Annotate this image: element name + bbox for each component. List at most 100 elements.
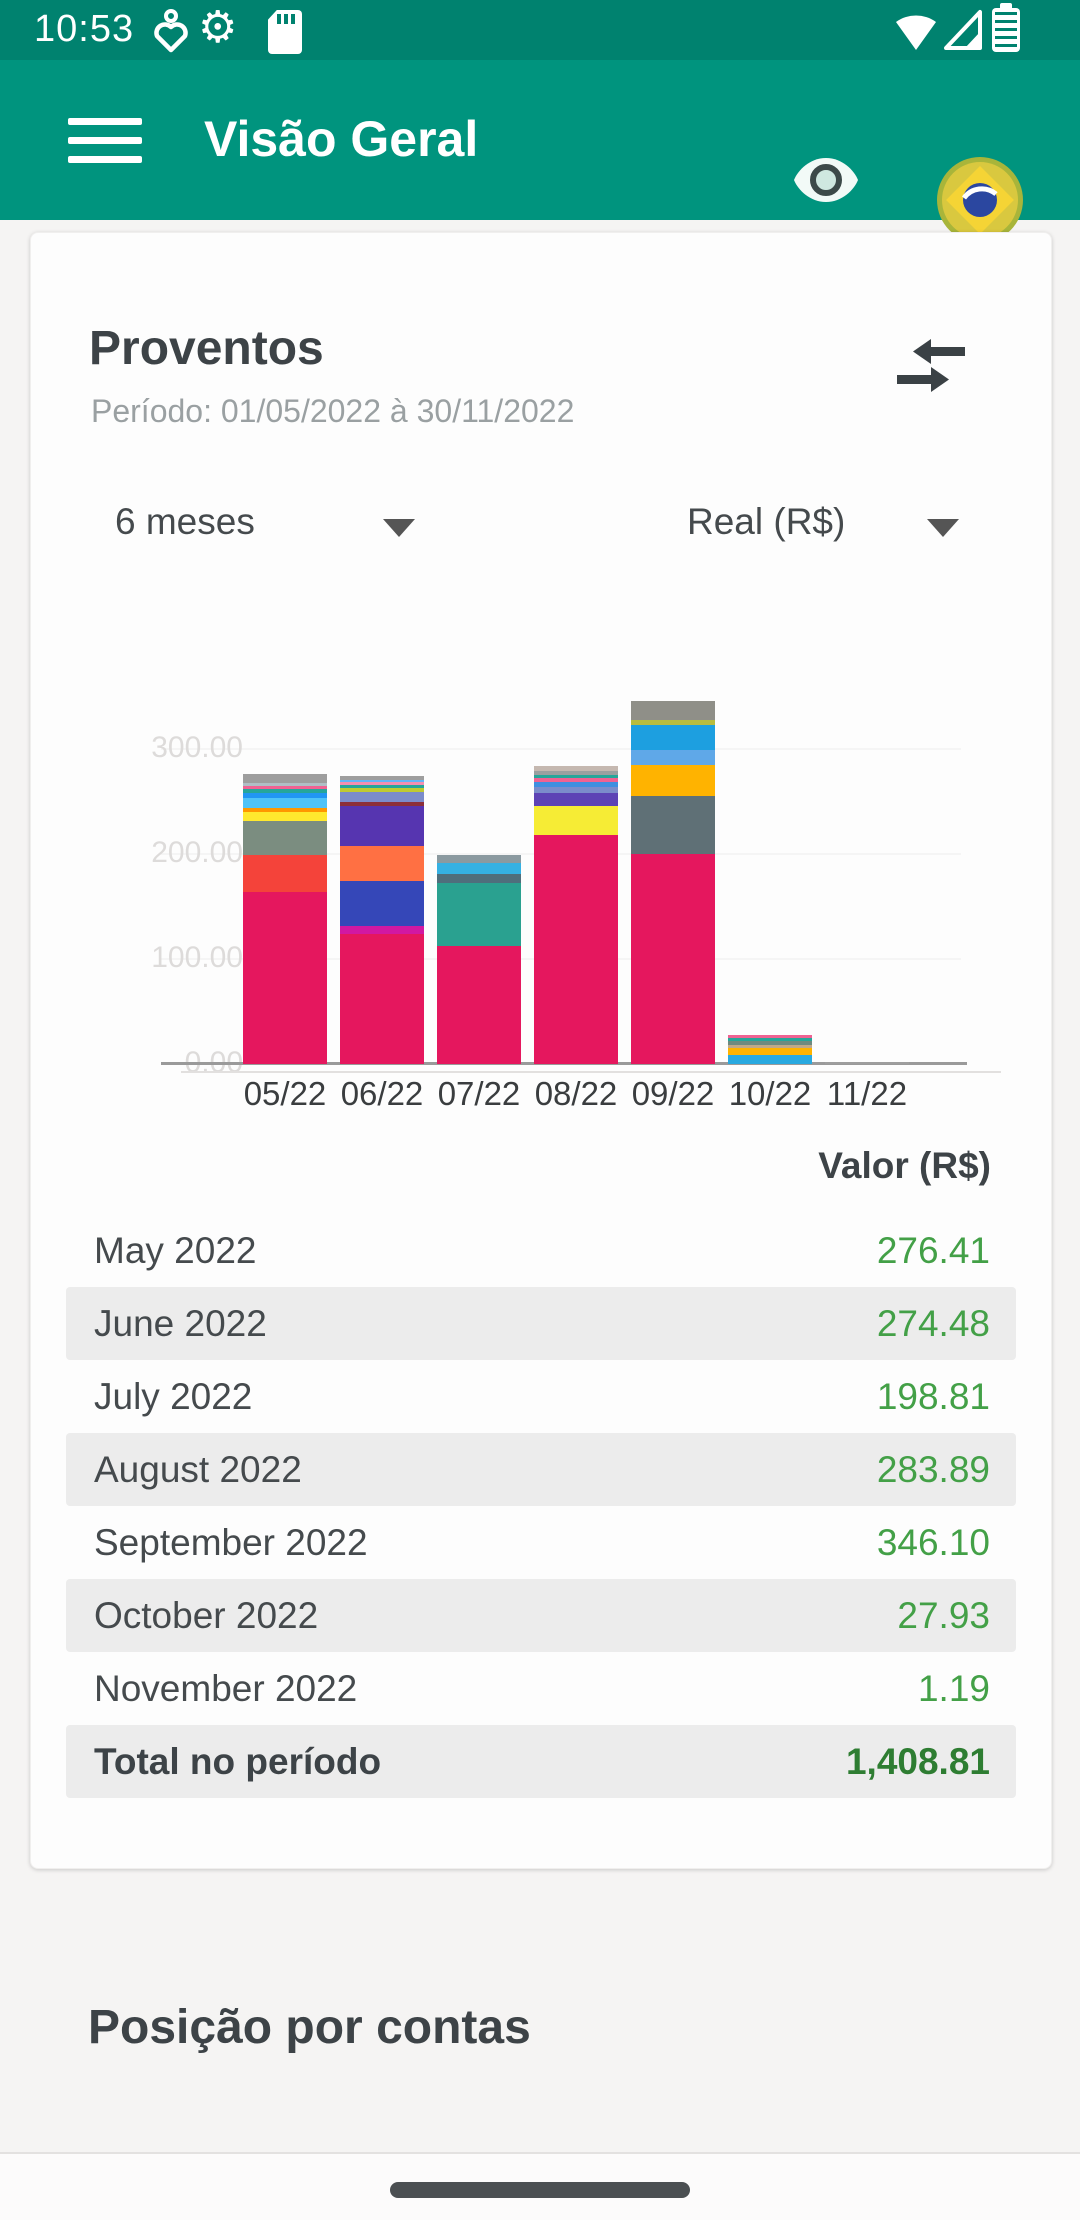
y-axis-tick-label: 300.00 <box>151 731 243 764</box>
period-dropdown[interactable]: 6 meses <box>115 501 255 542</box>
bar-segment <box>534 781 618 787</box>
bar-segment <box>340 845 424 882</box>
y-axis-tick-label: 100.00 <box>151 941 243 974</box>
bar-segment <box>243 785 327 789</box>
heart-notification-icon <box>148 6 194 61</box>
x-axis-tick-label: 10/22 <box>728 1075 812 1112</box>
table-row: July 2022 198.81 <box>66 1360 1016 1433</box>
bar-segment <box>340 784 424 788</box>
row-month-label: Total no período <box>94 1740 382 1782</box>
brazil-flag-icon[interactable] <box>936 156 1024 244</box>
bar-segment <box>534 775 618 779</box>
bar-segment <box>243 793 327 799</box>
table-row-total: Total no período 1,408.81 <box>66 1725 1016 1798</box>
card-title: Proventos <box>89 322 324 375</box>
bar-segment <box>243 855 327 892</box>
bar-segment <box>340 792 424 802</box>
bar-segment <box>340 781 424 785</box>
bar-segment <box>340 779 424 782</box>
row-month-label: June 2022 <box>94 1302 267 1344</box>
bar-segment <box>243 891 327 1064</box>
row-value: 198.81 <box>876 1375 990 1417</box>
status-bar: 10:53 ⚙ <box>0 0 1080 60</box>
proventos-card: Proventos Período: 01/05/2022 à 30/11/20… <box>30 232 1052 1869</box>
compare-arrows-icon[interactable] <box>893 333 969 409</box>
row-value: 1.19 <box>917 1667 990 1709</box>
bar-segment <box>534 786 618 794</box>
bar-segment <box>340 805 424 846</box>
bar-segment <box>534 778 618 782</box>
bar-segment <box>243 821 327 856</box>
period-subtitle: Período: 01/05/2022 à 30/11/2022 <box>91 393 575 429</box>
bar-segment <box>534 771 618 776</box>
row-value: 27.93 <box>897 1594 990 1636</box>
bar-segment <box>243 807 327 813</box>
row-month-label: May 2022 <box>94 1229 257 1271</box>
battery-saver-icon <box>992 3 1020 52</box>
bar-segment <box>437 883 521 947</box>
bar-segment <box>340 775 424 780</box>
bar-segment <box>534 793 618 806</box>
row-value: 1,408.81 <box>845 1740 990 1782</box>
currency-dropdown[interactable]: Real (R$) <box>687 501 846 542</box>
bar-segment <box>243 812 327 822</box>
stacked-bar-11/22[interactable] <box>825 1062 909 1064</box>
value-column-header: Valor (R$) <box>818 1145 991 1186</box>
table-row: October 2022 27.93 <box>66 1579 1016 1652</box>
table-row: August 2022 283.89 <box>66 1433 1016 1506</box>
bar-segment <box>243 788 327 794</box>
x-axis-line-shadow <box>181 1071 1001 1073</box>
bar-segment <box>728 1045 812 1049</box>
bar-segment <box>243 798 327 808</box>
bar-segment <box>631 700 715 720</box>
bar-segment <box>340 801 424 806</box>
stacked-bar-07/22[interactable] <box>437 855 521 1064</box>
table-row: September 2022 346.10 <box>66 1506 1016 1579</box>
stacked-bar-05/22[interactable] <box>243 773 327 1064</box>
chevron-down-icon[interactable] <box>383 519 415 537</box>
chevron-down-icon[interactable] <box>927 519 959 537</box>
bar-segment <box>437 873 521 884</box>
x-axis-tick-label: 07/22 <box>437 1075 521 1112</box>
bar-segment <box>631 796 715 854</box>
bar-segment <box>243 773 327 783</box>
bar-segment <box>437 863 521 874</box>
eye-visibility-icon[interactable] <box>792 152 860 208</box>
bar-segment <box>728 1040 812 1046</box>
bar-segment <box>728 1048 812 1055</box>
bar-segment <box>340 787 424 793</box>
section-title-posicao: Posição por contas <box>88 2001 531 2054</box>
gear-notification-icon: ⚙ <box>198 3 238 52</box>
row-value: 276.41 <box>876 1229 990 1271</box>
table-row: June 2022 274.48 <box>66 1287 1016 1360</box>
cell-signal-icon <box>942 8 984 57</box>
x-axis-tick-label: 09/22 <box>631 1075 715 1112</box>
bar-segment <box>631 719 715 725</box>
bar-segment <box>631 764 715 797</box>
stacked-bar-06/22[interactable] <box>340 775 424 1064</box>
bar-segment <box>437 946 521 1064</box>
x-axis-tick-label: 05/22 <box>243 1075 327 1112</box>
bar-segment <box>728 1037 812 1041</box>
menu-icon[interactable] <box>68 118 142 164</box>
row-month-label: November 2022 <box>94 1667 358 1709</box>
monthly-values-table: May 2022 276.41 June 2022 274.48 July 2022 19… <box>66 1214 1016 1798</box>
gesture-nav-handle[interactable] <box>390 2182 690 2198</box>
bar-segment <box>534 835 618 1064</box>
y-axis-tick-label: 200.00 <box>151 836 243 869</box>
clock: 10:53 <box>34 8 135 50</box>
x-axis-tick-label: 06/22 <box>340 1075 424 1112</box>
bar-segment <box>340 881 424 927</box>
bar-segment <box>728 1034 812 1038</box>
stacked-bar-09/22[interactable] <box>631 700 715 1064</box>
stacked-bar-08/22[interactable] <box>534 765 618 1064</box>
row-value: 283.89 <box>876 1448 990 1490</box>
row-value: 274.48 <box>876 1302 990 1344</box>
bar-segment <box>243 782 327 786</box>
stacked-bar-10/22[interactable] <box>728 1034 812 1064</box>
bar-segment <box>631 724 715 751</box>
row-month-label: October 2022 <box>94 1594 319 1636</box>
proventos-stacked-bar-chart: 0.00 100.00 200.00 300.00 05/22 06/22 07/22 08… <box>31 673 1051 1133</box>
table-row: November 2022 1.19 <box>66 1652 1016 1725</box>
bar-segment <box>728 1054 812 1064</box>
